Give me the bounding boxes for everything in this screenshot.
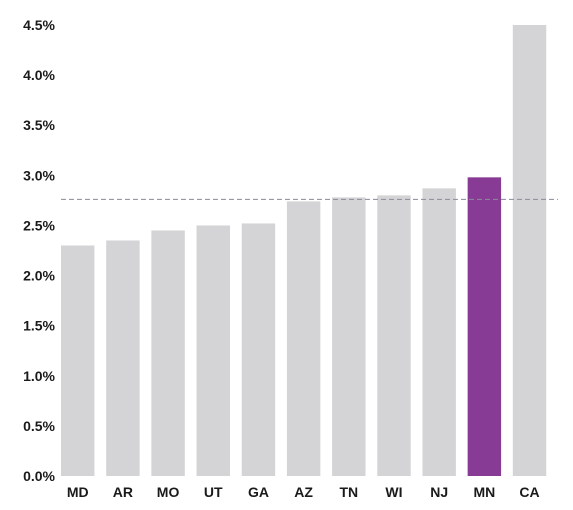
bar-ar bbox=[106, 240, 140, 476]
y-tick-label: 2.0% bbox=[23, 268, 55, 284]
y-tick-label: 4.5% bbox=[23, 17, 55, 33]
bar-ga bbox=[241, 223, 276, 476]
y-tick-label: 1.0% bbox=[23, 368, 55, 384]
x-tick-label: AR bbox=[113, 484, 133, 500]
x-tick-label: TN bbox=[339, 484, 358, 500]
y-tick-label: 0.0% bbox=[23, 468, 55, 484]
x-tick-label: WI bbox=[385, 484, 402, 500]
x-tick-label: NJ bbox=[430, 484, 448, 500]
bar-tn bbox=[332, 197, 366, 477]
bar-md bbox=[61, 245, 95, 476]
bar-mo bbox=[151, 230, 185, 476]
y-tick-label: 2.5% bbox=[23, 217, 55, 233]
x-tick-label: CA bbox=[519, 484, 539, 500]
y-tick-label: 1.5% bbox=[23, 318, 55, 334]
y-tick-label: 0.5% bbox=[23, 418, 55, 434]
bar-wi bbox=[377, 195, 411, 476]
bar-ut bbox=[196, 225, 230, 476]
bar-nj bbox=[422, 188, 456, 476]
x-axis: MD AR MO UT GA AZ TN WI NJ MN CA bbox=[67, 484, 540, 500]
x-tick-label: MN bbox=[473, 484, 495, 500]
bar-az bbox=[286, 201, 321, 476]
x-tick-label: MD bbox=[67, 484, 89, 500]
x-tick-label: GA bbox=[248, 484, 269, 500]
bar-mn bbox=[467, 177, 502, 477]
bars bbox=[61, 25, 547, 477]
y-tick-label: 4.0% bbox=[23, 67, 55, 83]
bar-ca bbox=[512, 25, 547, 476]
x-tick-label: MO bbox=[157, 484, 180, 500]
x-tick-label: AZ bbox=[294, 484, 313, 500]
y-axis: 0.0% 0.5% 1.0% 1.5% 2.0% 2.5% 3.0% 3.5% 4.0% 4.5% bbox=[23, 17, 55, 484]
y-tick-label: 3.0% bbox=[23, 167, 55, 183]
y-tick-label: 3.5% bbox=[23, 117, 55, 133]
x-tick-label: UT bbox=[204, 484, 223, 500]
